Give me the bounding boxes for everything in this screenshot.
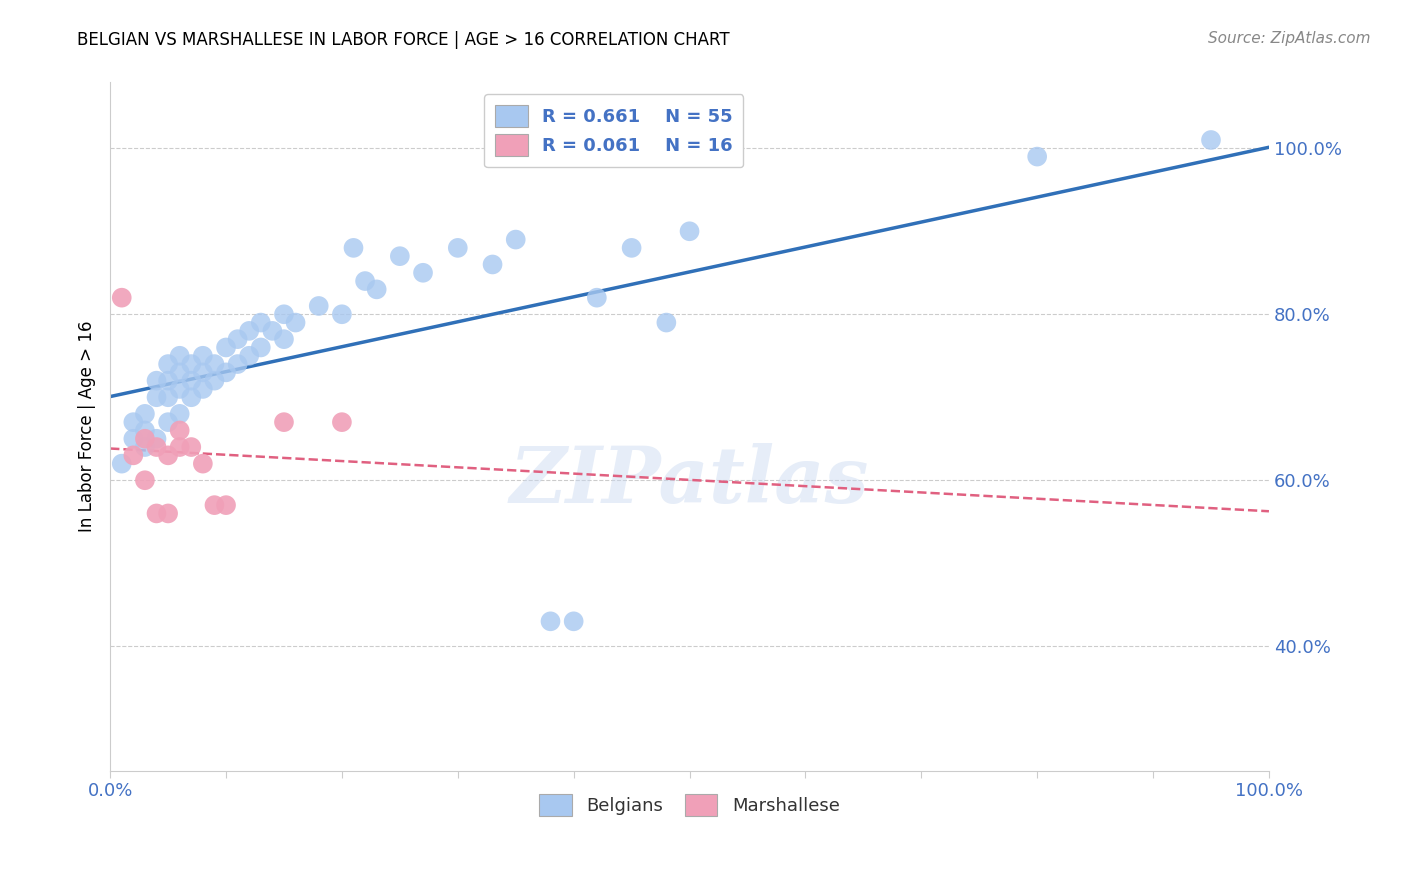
Y-axis label: In Labor Force | Age > 16: In Labor Force | Age > 16 <box>79 320 96 532</box>
Point <box>169 407 191 421</box>
Point <box>308 299 330 313</box>
Point <box>226 357 249 371</box>
Point <box>540 615 562 629</box>
Point <box>204 374 226 388</box>
Point <box>180 390 202 404</box>
Point <box>169 440 191 454</box>
Point <box>169 365 191 379</box>
Point <box>134 440 156 454</box>
Legend: Belgians, Marshallese: Belgians, Marshallese <box>531 787 846 823</box>
Text: BELGIAN VS MARSHALLESE IN LABOR FORCE | AGE > 16 CORRELATION CHART: BELGIAN VS MARSHALLESE IN LABOR FORCE | … <box>77 31 730 49</box>
Point <box>145 440 167 454</box>
Point <box>157 448 180 462</box>
Point <box>145 390 167 404</box>
Point <box>215 341 238 355</box>
Point <box>145 432 167 446</box>
Point <box>169 349 191 363</box>
Point <box>180 357 202 371</box>
Point <box>122 415 145 429</box>
Point <box>157 357 180 371</box>
Point <box>284 316 307 330</box>
Point <box>366 282 388 296</box>
Point <box>249 316 271 330</box>
Point <box>215 498 238 512</box>
Text: Source: ZipAtlas.com: Source: ZipAtlas.com <box>1208 31 1371 46</box>
Point <box>157 507 180 521</box>
Point <box>1199 133 1222 147</box>
Point <box>180 440 202 454</box>
Point <box>111 457 134 471</box>
Point <box>481 257 503 271</box>
Point <box>262 324 284 338</box>
Point <box>169 382 191 396</box>
Point <box>215 365 238 379</box>
Point <box>447 241 470 255</box>
Point <box>204 357 226 371</box>
Point <box>226 332 249 346</box>
Point <box>191 382 214 396</box>
Point <box>122 448 145 462</box>
Point <box>342 241 364 255</box>
Point <box>157 415 180 429</box>
Point <box>134 473 156 487</box>
Point <box>655 316 678 330</box>
Point <box>273 307 295 321</box>
Point <box>238 349 260 363</box>
Point <box>180 374 202 388</box>
Point <box>354 274 377 288</box>
Point <box>157 374 180 388</box>
Point <box>388 249 411 263</box>
Point <box>505 233 527 247</box>
Point <box>204 498 226 512</box>
Point <box>134 424 156 438</box>
Point <box>412 266 434 280</box>
Point <box>273 415 295 429</box>
Point <box>330 307 353 321</box>
Point <box>238 324 260 338</box>
Point <box>145 374 167 388</box>
Point <box>191 365 214 379</box>
Point <box>157 390 180 404</box>
Point <box>249 341 271 355</box>
Point <box>585 291 607 305</box>
Point <box>191 457 214 471</box>
Text: ZIPatlas: ZIPatlas <box>510 443 869 520</box>
Point <box>562 615 585 629</box>
Point <box>134 432 156 446</box>
Point <box>273 332 295 346</box>
Point <box>191 349 214 363</box>
Point <box>678 224 700 238</box>
Point <box>122 432 145 446</box>
Point <box>1026 150 1049 164</box>
Point <box>145 507 167 521</box>
Point <box>134 407 156 421</box>
Point <box>330 415 353 429</box>
Point <box>620 241 643 255</box>
Point <box>111 291 134 305</box>
Point <box>169 424 191 438</box>
